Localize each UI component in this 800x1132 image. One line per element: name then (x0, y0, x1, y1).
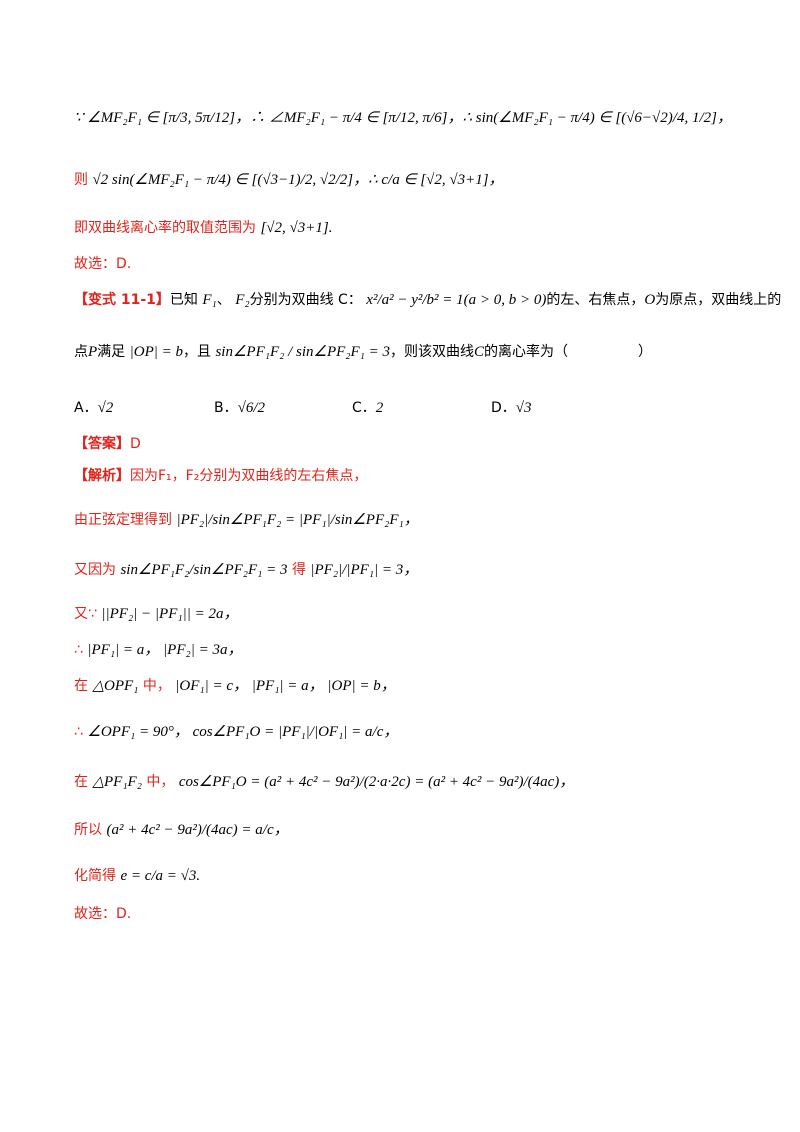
answer-line: 【答案】D (74, 434, 141, 454)
option-b[interactable]: B．√6/2 (214, 400, 266, 416)
analysis-line-9: 所以 (a² + 4c² − 9a²)/(4ac) = a/c， (74, 822, 289, 838)
analysis-line-8: 在 △PF₁F₂ 中， cos∠PF₁O = (a² + 4c² − 9a²)/… (74, 774, 575, 790)
final-answer-choice: 故选：D. (74, 906, 132, 922)
option-a[interactable]: A．√2 (74, 400, 114, 416)
analysis-line-5: ∴ |PF₁| = a， |PF₂| = 3a， (74, 642, 243, 658)
solution-line-1: ∵ ∠MF₂F₁ ∈ [π/3, 5π/12]，∴ ∠MF₂F₁ − π/4 ∈… (74, 108, 732, 128)
sine-ratio-condition: sin∠PF₁F₂ / sin∠PF₂F₁ = 3 (215, 344, 390, 360)
hyperbola-equation: x²/a² − y²/b² = 1(a > 0, b > 0) (366, 292, 547, 308)
focus-f2: F₂ (235, 292, 250, 308)
eccentricity-bound-derivation: √2 sin(∠MF₂F₁ − π/4) ∈ [(√3−1)/2, √2/2]，… (92, 172, 504, 188)
interval-derivation: ∵ ∠MF₂F₁ ∈ [π/3, 5π/12]，∴ ∠MF₂F₁ − π/4 ∈… (74, 110, 732, 126)
solution-line-3: 即双曲线离心率的取值范围为 [√2, √3+1]. (74, 218, 332, 238)
analysis-line-2: 由正弦定理得到 |PF₂|/sin∠PF₁F₂ = |PF₁|/sin∠PF₂F… (74, 512, 419, 528)
problem-line-1: 【变式 11-1】已知 F₁、 F₂分别为双曲线 C： x²/a² − y²/b… (74, 292, 782, 308)
op-condition: |OP| = b (129, 344, 183, 360)
problem-line-2: 点P满足 |OP| = b，且 sin∠PF₁F₂ / sin∠PF₂F₁ = … (74, 344, 652, 360)
option-d[interactable]: D．√3 (491, 400, 532, 416)
analysis-line-10: 化简得 e = c/a = √3. (74, 868, 201, 884)
analysis-line-3: 又因为 sin∠PF₁F₂/sin∠PF₂F₁ = 3 得 |PF₂|/|PF₁… (74, 562, 419, 578)
analysis-tag: 【解析】 (74, 468, 130, 484)
answer-value: D (130, 436, 141, 452)
solution-line-2: 则 √2 sin(∠MF₂F₁ − π/4) ∈ [(√3−1)/2, √2/2… (74, 170, 504, 190)
variant-tag: 【变式 11-1】 (74, 292, 170, 308)
range-statement: 即双曲线离心率的取值范围为 (74, 220, 256, 236)
prev-answer-choice: 故选：D. (74, 256, 132, 272)
sine-rule-equation: |PF₂|/sin∠PF₁F₂ = |PF₁|/sin∠PF₂F₁， (176, 512, 419, 528)
option-c[interactable]: C．2 (352, 400, 384, 416)
analysis-line-4: 又∵ ||PF₂| − |PF₁|| = 2a， (74, 606, 239, 622)
then-label: 则 (74, 172, 88, 188)
analysis-line-1: 【解析】因为F₁，F₂分别为双曲线的左右焦点， (74, 468, 368, 484)
focus-f1: F₁ (202, 292, 217, 308)
answer-tag: 【答案】 (74, 436, 130, 452)
analysis-line-6: 在 △OPF₁ 中， |OF₁| = c， |PF₁| = a， |OP| = … (74, 678, 396, 694)
analysis-line-7: ∴ ∠OPF₁ = 90°， cos∠PF₁O = |PF₁|/|OF₁| = … (74, 724, 399, 740)
range-interval: [√2, √3+1]. (260, 220, 333, 236)
